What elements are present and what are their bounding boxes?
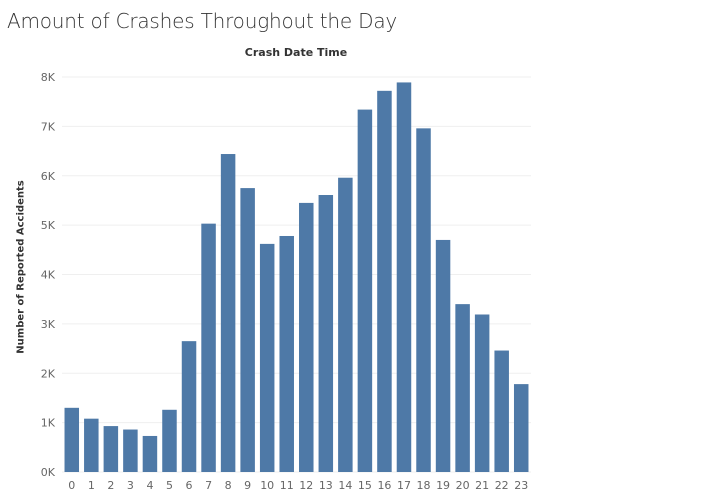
y-tick-label: 1K [41, 417, 56, 430]
bar-hour-21[interactable] [474, 314, 490, 472]
bar-hour-19[interactable] [435, 239, 451, 472]
x-tick-label: 0 [68, 479, 75, 492]
bar-hour-5[interactable] [162, 409, 177, 472]
bar-hour-7[interactable] [201, 223, 216, 472]
x-tick-label: 17 [397, 479, 411, 492]
x-tick-label: 13 [319, 479, 333, 492]
x-tick-label: 3 [127, 479, 134, 492]
y-tick-label: 7K [41, 120, 56, 133]
bar-hour-23[interactable] [513, 384, 529, 472]
bar-hour-12[interactable] [299, 202, 314, 472]
x-tick-label: 10 [260, 479, 274, 492]
bar-hour-1[interactable] [84, 418, 99, 472]
x-tick-label: 14 [338, 479, 352, 492]
x-tick-label: 22 [495, 479, 509, 492]
bar-hour-15[interactable] [357, 109, 373, 473]
x-tick-label: 8 [225, 479, 232, 492]
x-axis-header: Crash Date Time [244, 46, 348, 59]
x-tick-label: 15 [358, 479, 372, 492]
bar-hour-18[interactable] [416, 128, 431, 472]
x-tick-label: 7 [205, 479, 212, 492]
y-tick-label: 8K [41, 71, 56, 84]
x-tick-label: 23 [514, 479, 528, 492]
x-tick-label: 16 [377, 479, 391, 492]
x-tick-label: 20 [456, 479, 470, 492]
x-tick-label: 11 [280, 479, 294, 492]
bar-hour-13[interactable] [318, 195, 334, 472]
x-tick-label: 12 [299, 479, 313, 492]
bar-hour-14[interactable] [338, 177, 353, 472]
bar-hour-2[interactable] [103, 426, 119, 472]
x-tick-label: 21 [475, 479, 489, 492]
x-tick-labels: 0 1 2 3 4 5 6 7 8 9 10 11 12 13 14 15 16 17 18 19 20 21 22 23 [68, 479, 528, 492]
bar-hour-3[interactable] [123, 429, 138, 472]
x-tick-label: 9 [244, 479, 251, 492]
y-tick-label: 6K [41, 170, 56, 183]
bar-hour-20[interactable] [455, 304, 470, 472]
bar-hour-8[interactable] [220, 154, 236, 472]
y-tick-label: 5K [41, 219, 56, 232]
x-tick-label: 6 [186, 479, 193, 492]
x-tick-label: 5 [166, 479, 173, 492]
bar-hour-16[interactable] [377, 90, 392, 472]
x-tick-label: 1 [88, 479, 95, 492]
y-tick-label: 0K [41, 466, 56, 479]
bar-hour-10[interactable] [259, 243, 275, 472]
bar-hour-0[interactable] [64, 407, 80, 472]
x-tick-label: 18 [417, 479, 431, 492]
bars [64, 82, 529, 473]
x-tick-label: 19 [436, 479, 450, 492]
x-tick-label: 2 [107, 479, 114, 492]
gridlines [62, 76, 531, 473]
page-title: Amount of Crashes Throughout the Day [7, 9, 398, 33]
bar-hour-9[interactable] [240, 188, 255, 472]
bar-hour-22[interactable] [494, 350, 509, 472]
y-tick-labels: 0K 1K 2K 3K 4K 5K 6K 7K 8K [41, 71, 56, 479]
y-tick-label: 4K [41, 269, 56, 282]
x-tick-label: 4 [146, 479, 153, 492]
bar-hour-11[interactable] [279, 235, 294, 472]
y-tick-label: 3K [41, 318, 56, 331]
y-tick-label: 2K [41, 367, 56, 380]
bar-hour-6[interactable] [181, 341, 197, 472]
bar-hour-17[interactable] [396, 82, 412, 473]
bar-hour-4[interactable] [142, 435, 158, 472]
